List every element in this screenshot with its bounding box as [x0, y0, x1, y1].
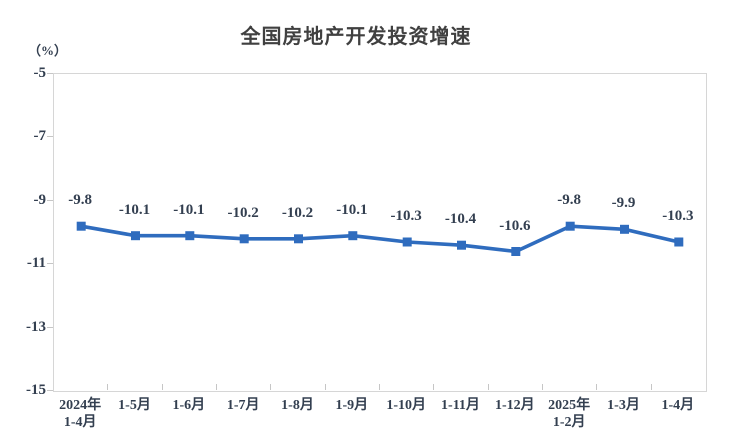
x-axis-tick — [488, 384, 489, 390]
x-tick-label: 1-7月 — [198, 397, 288, 414]
x-axis-tick — [270, 384, 271, 390]
y-tick-label: -9 — [33, 191, 47, 208]
x-tick-label-line: 1-7月 — [226, 398, 260, 413]
x-axis-tick — [325, 384, 326, 390]
y-tick-label: -7 — [33, 128, 47, 145]
y-tick-label: -5 — [33, 65, 47, 81]
x-tick-label-line: 1-5月 — [118, 398, 151, 413]
x-tick-label: 1-5月 — [90, 397, 180, 414]
x-tick-label-line: 1-2月 — [552, 415, 586, 430]
x-tick-label-line: 2025年 — [548, 398, 591, 413]
x-tick-label: 1-10月 — [361, 397, 451, 414]
y-axis-tick — [47, 263, 53, 264]
line-series-svg — [76, 221, 684, 256]
data-point-marker — [620, 224, 629, 234]
x-axis-tick — [216, 384, 217, 390]
data-point-label: -10.3 — [390, 208, 422, 224]
data-point-marker — [674, 237, 684, 247]
y-tick-label: -15 — [26, 382, 46, 398]
x-tick-label-line: 1-12月 — [494, 398, 535, 413]
chart-title: 全国房地产开发投资增速 — [240, 26, 472, 48]
x-tick-label: 1-3月 — [579, 397, 669, 414]
x-tick-label: 2024年 1-4月 — [35, 397, 125, 431]
data-point-label: -9.9 — [611, 195, 636, 212]
y-tick-label: -13 — [26, 318, 46, 335]
x-tick-label: 1-8月 — [253, 397, 343, 414]
y-axis-tick — [47, 200, 53, 201]
data-point-label: -10.1 — [173, 201, 205, 218]
data-point-marker — [131, 231, 140, 241]
x-tick-label-line: 1-4月 — [661, 398, 695, 413]
data-point-marker — [511, 247, 521, 256]
x-axis-tick — [162, 384, 163, 390]
y-axis-unit-label: （%） — [28, 43, 68, 58]
x-tick-label-line: 2024年 — [59, 398, 102, 413]
x-tick-label: 1-11月 — [416, 397, 506, 414]
x-axis-tick — [107, 384, 108, 390]
x-tick-label: 1-4月 — [633, 397, 723, 414]
data-point-label: -9.8 — [68, 192, 93, 209]
y-axis-tick — [47, 73, 53, 74]
data-point-marker — [185, 231, 195, 241]
x-axis-tick — [542, 384, 543, 390]
data-point-marker — [348, 231, 358, 241]
series-line — [79, 224, 681, 254]
data-point-marker — [76, 221, 86, 231]
x-tick-label: 2025年 1-2月 — [524, 397, 614, 431]
data-point-marker — [294, 234, 303, 244]
data-point-label: -10.3 — [662, 208, 694, 224]
x-tick-label-line: 1-9月 — [335, 398, 369, 413]
data-point-label: -10.6 — [499, 217, 531, 234]
x-axis-tick — [379, 384, 380, 390]
data-point-label: -10.4 — [444, 211, 477, 228]
x-tick-label-line: 1-6月 — [172, 398, 206, 413]
y-axis-tick — [47, 390, 53, 391]
x-tick-label: 1-9月 — [307, 397, 397, 414]
data-point-label: -10.2 — [281, 204, 314, 221]
x-tick-label: 1-6月 — [144, 397, 234, 414]
x-tick-label-line: 1-3月 — [607, 398, 640, 413]
data-point-marker — [402, 237, 412, 247]
plot-area — [53, 73, 707, 392]
data-point-label: -9.8 — [557, 192, 582, 209]
x-tick-label-line: 1-4月 — [63, 415, 97, 430]
x-tick-label-line: 1-8月 — [281, 398, 314, 413]
x-tick-label-line: 1-11月 — [441, 398, 480, 413]
data-point-marker — [457, 240, 466, 250]
x-axis-tick — [433, 384, 434, 390]
x-tick-label: 1-12月 — [470, 397, 560, 414]
data-point-label: -10.1 — [336, 201, 368, 218]
data-point-marker — [565, 221, 575, 231]
y-axis-tick — [47, 327, 53, 328]
y-tick-label: -11 — [26, 255, 46, 272]
data-point-marker — [239, 234, 249, 244]
data-point-label: -10.1 — [118, 201, 151, 218]
x-axis-tick — [651, 384, 652, 390]
x-tick-label-line: 1-10月 — [386, 398, 426, 413]
data-point-label: -10.2 — [227, 204, 259, 221]
x-axis-tick — [596, 384, 597, 390]
y-axis-tick — [47, 136, 53, 137]
